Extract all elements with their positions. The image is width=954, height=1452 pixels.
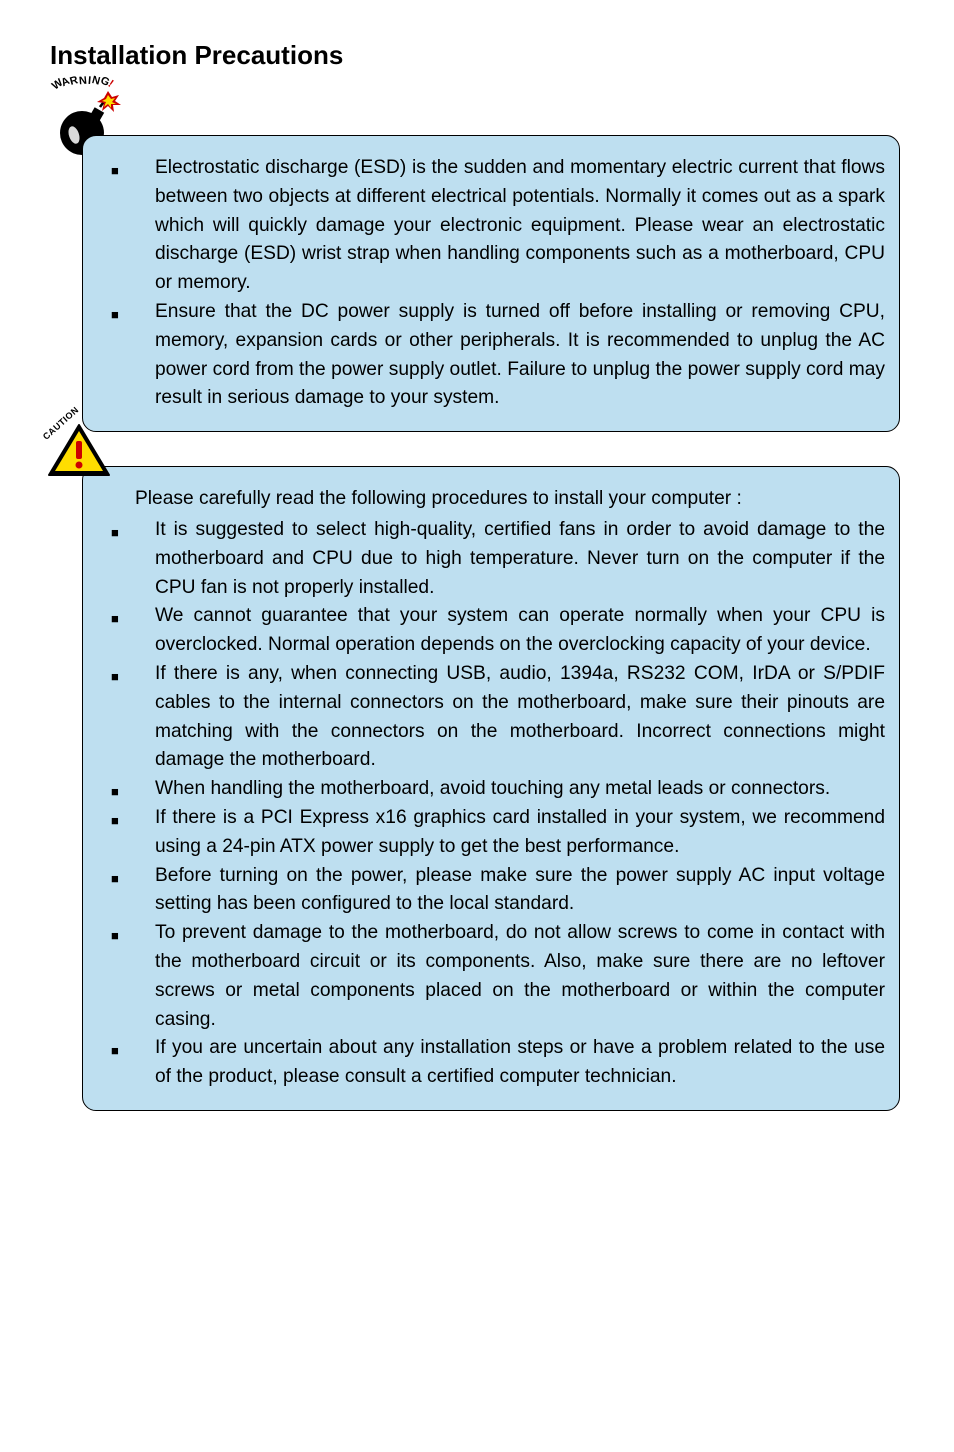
bullet-marker: ■ (111, 919, 155, 946)
bullet-marker: ■ (111, 516, 155, 543)
bullet-marker: ■ (111, 298, 155, 325)
caution-box: CAUTION Please carefully read the follow… (82, 466, 900, 1111)
caution-bullet-row: ■We cannot guarantee that your system ca… (111, 602, 885, 660)
caution-bullet-row: ■Before turning on the power, please mak… (111, 862, 885, 920)
bullet-marker: ■ (111, 660, 155, 687)
bullet-marker: ■ (111, 862, 155, 889)
caution-bullet-row: ■If there is a PCI Express x16 graphics … (111, 804, 885, 862)
caution-bullet-row: ■When handling the motherboard, avoid to… (111, 775, 885, 804)
bullet-text: It is suggested to select high-quality, … (155, 516, 885, 602)
bullet-marker: ■ (111, 804, 155, 831)
caution-icon-area: CAUTION (47, 423, 111, 489)
bullet-text: If there is a PCI Express x16 graphics c… (155, 804, 885, 862)
bullet-text: We cannot guarantee that your system can… (155, 602, 885, 660)
bullet-marker: ■ (111, 602, 155, 629)
bullet-marker: ■ (111, 1034, 155, 1061)
bullet-text: Before turning on the power, please make… (155, 862, 885, 920)
caution-bullet-row: ■To prevent damage to the motherboard, d… (111, 919, 885, 1034)
caution-intro: Please carefully read the following proc… (111, 485, 885, 514)
bullet-marker: ■ (111, 154, 155, 181)
caution-bullet-row: ■It is suggested to select high-quality,… (111, 516, 885, 602)
warning-bullet-row: ■Electrostatic discharge (ESD) is the su… (111, 154, 885, 298)
warning-bullet-row: ■Ensure that the DC power supply is turn… (111, 298, 885, 413)
bullet-text: To prevent damage to the motherboard, do… (155, 919, 885, 1034)
bullet-text: If there is any, when connecting USB, au… (155, 660, 885, 775)
caution-bullet-row: ■If you are uncertain about any installa… (111, 1034, 885, 1092)
warning-box: ■Electrostatic discharge (ESD) is the su… (82, 135, 900, 432)
bullet-text: Ensure that the DC power supply is turne… (155, 298, 885, 413)
bullet-marker: ■ (111, 775, 155, 802)
page-title: Installation Precautions (50, 40, 904, 71)
bullet-text: If you are uncertain about any installat… (155, 1034, 885, 1092)
bullet-text: When handling the motherboard, avoid tou… (155, 775, 885, 804)
caution-bullet-row: ■If there is any, when connecting USB, a… (111, 660, 885, 775)
bullet-text: Electrostatic discharge (ESD) is the sud… (155, 154, 885, 298)
